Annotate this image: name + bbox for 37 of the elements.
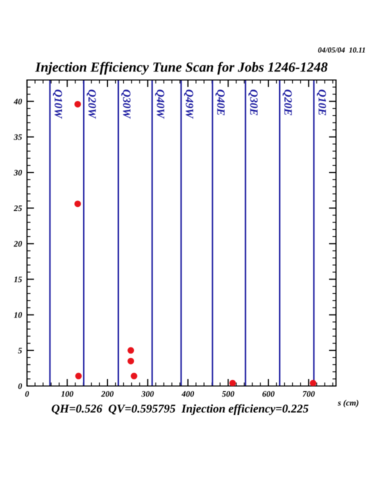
x-tick-label: 200	[101, 391, 114, 397]
y-tick-label: 25	[14, 205, 22, 212]
x-tick-label: 300	[141, 391, 154, 397]
x-axis-title: s (cm)	[338, 400, 358, 408]
point	[74, 200, 81, 208]
y-tick-label: 20	[14, 241, 22, 247]
point	[75, 372, 82, 380]
point	[128, 358, 134, 364]
x-tick-label: 100	[61, 391, 74, 397]
ref-line-label: Q10W	[52, 90, 62, 119]
x-tick-label: 500	[222, 391, 234, 397]
ref-line-label: Q20W	[86, 90, 96, 119]
point	[74, 100, 81, 108]
y-tick-label: 35	[14, 134, 22, 140]
point	[128, 347, 134, 354]
x-tick-label: 0	[25, 391, 29, 397]
ref-line-label: Q30W	[121, 90, 130, 119]
text: QH=0.526 QV=0.595795 Injection efficiency=0.225	[52, 404, 308, 416]
y-tick-label: 0	[18, 383, 22, 389]
ref-line-label: Q40E	[215, 90, 225, 116]
ref-line-label: Q20E	[282, 90, 292, 116]
y-tick-label: 5	[18, 348, 22, 354]
ref-line-label: Q10E	[316, 90, 326, 116]
x-tick-label: 700	[302, 391, 315, 397]
x-tick-label: 600	[262, 391, 275, 397]
x-tick-label: 400	[182, 391, 194, 397]
y-tick-label: 30	[14, 170, 22, 176]
y-tick-label: 10	[14, 312, 22, 318]
ref-line-label: Q40W	[155, 90, 164, 119]
ref-line-label: Q30E	[248, 90, 258, 116]
chart-title: Injection Efficiency Tune Scan for Jobs 1246-1248	[35, 62, 328, 75]
point	[310, 380, 316, 386]
point	[130, 372, 138, 380]
y-tick-label: 15	[14, 276, 22, 282]
ref-line-label: Q49W	[184, 90, 194, 119]
point	[229, 380, 236, 386]
y-tick-label: 40	[14, 98, 22, 104]
